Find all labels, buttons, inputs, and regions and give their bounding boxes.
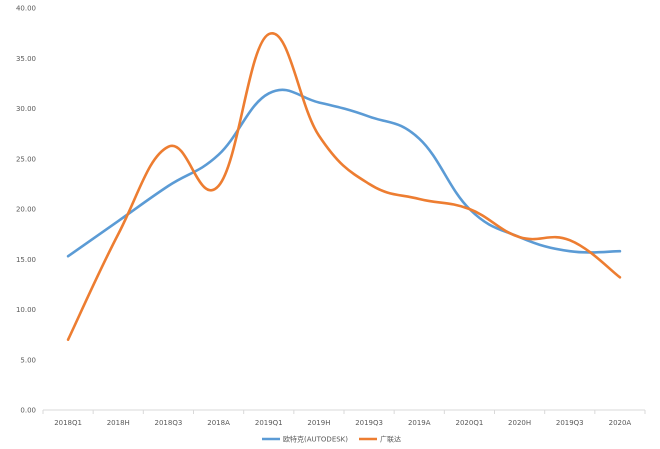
y-tick-label: 30.00 [16, 105, 36, 113]
x-tick-label: 2019Q3 [355, 419, 383, 427]
legend-label: 欧特克(AUTODESK) [283, 435, 348, 444]
y-tick-label: 25.00 [16, 155, 36, 163]
x-tick-label: 2018A [207, 419, 230, 427]
y-axis-ticks: 0.00 5.00 10.00 15.00 20.00 25.00 30.00 35.00 40… [16, 5, 36, 415]
x-tick-label: 2019H [307, 419, 330, 427]
x-tick-label: 2020Q1 [456, 419, 484, 427]
x-tick-label: 2020H [508, 419, 531, 427]
y-tick-label: 40.00 [16, 5, 36, 13]
x-tick-label: 2018Q3 [155, 419, 183, 427]
x-tick-label: 2018Q1 [54, 419, 82, 427]
legend-label: 广联达 [380, 435, 401, 444]
y-tick-label: 35.00 [16, 55, 36, 63]
x-tick-label: 2019Q3 [556, 419, 584, 427]
x-tick-label: 2019A [408, 419, 431, 427]
x-tick-label: 2019Q1 [255, 419, 283, 427]
x-tick-label: 2020A [609, 419, 632, 427]
y-tick-label: 20.00 [16, 206, 36, 214]
y-tick-label: 15.00 [16, 256, 36, 264]
series-line-1 [66, 32, 622, 341]
series-line-0 [66, 88, 622, 258]
y-tick-label: 5.00 [20, 356, 36, 364]
y-tick-label: 0.00 [20, 407, 36, 415]
legend: 欧特克(AUTODESK) 广联达 [262, 435, 401, 444]
y-tick-label: 10.00 [16, 306, 36, 314]
x-tick-label: 2018H [107, 419, 130, 427]
series-lines [66, 32, 622, 341]
x-axis-ticks: 2018Q1 2018H 2018Q3 2018A 2019Q1 2019H 2019Q3 2… [42, 410, 646, 427]
